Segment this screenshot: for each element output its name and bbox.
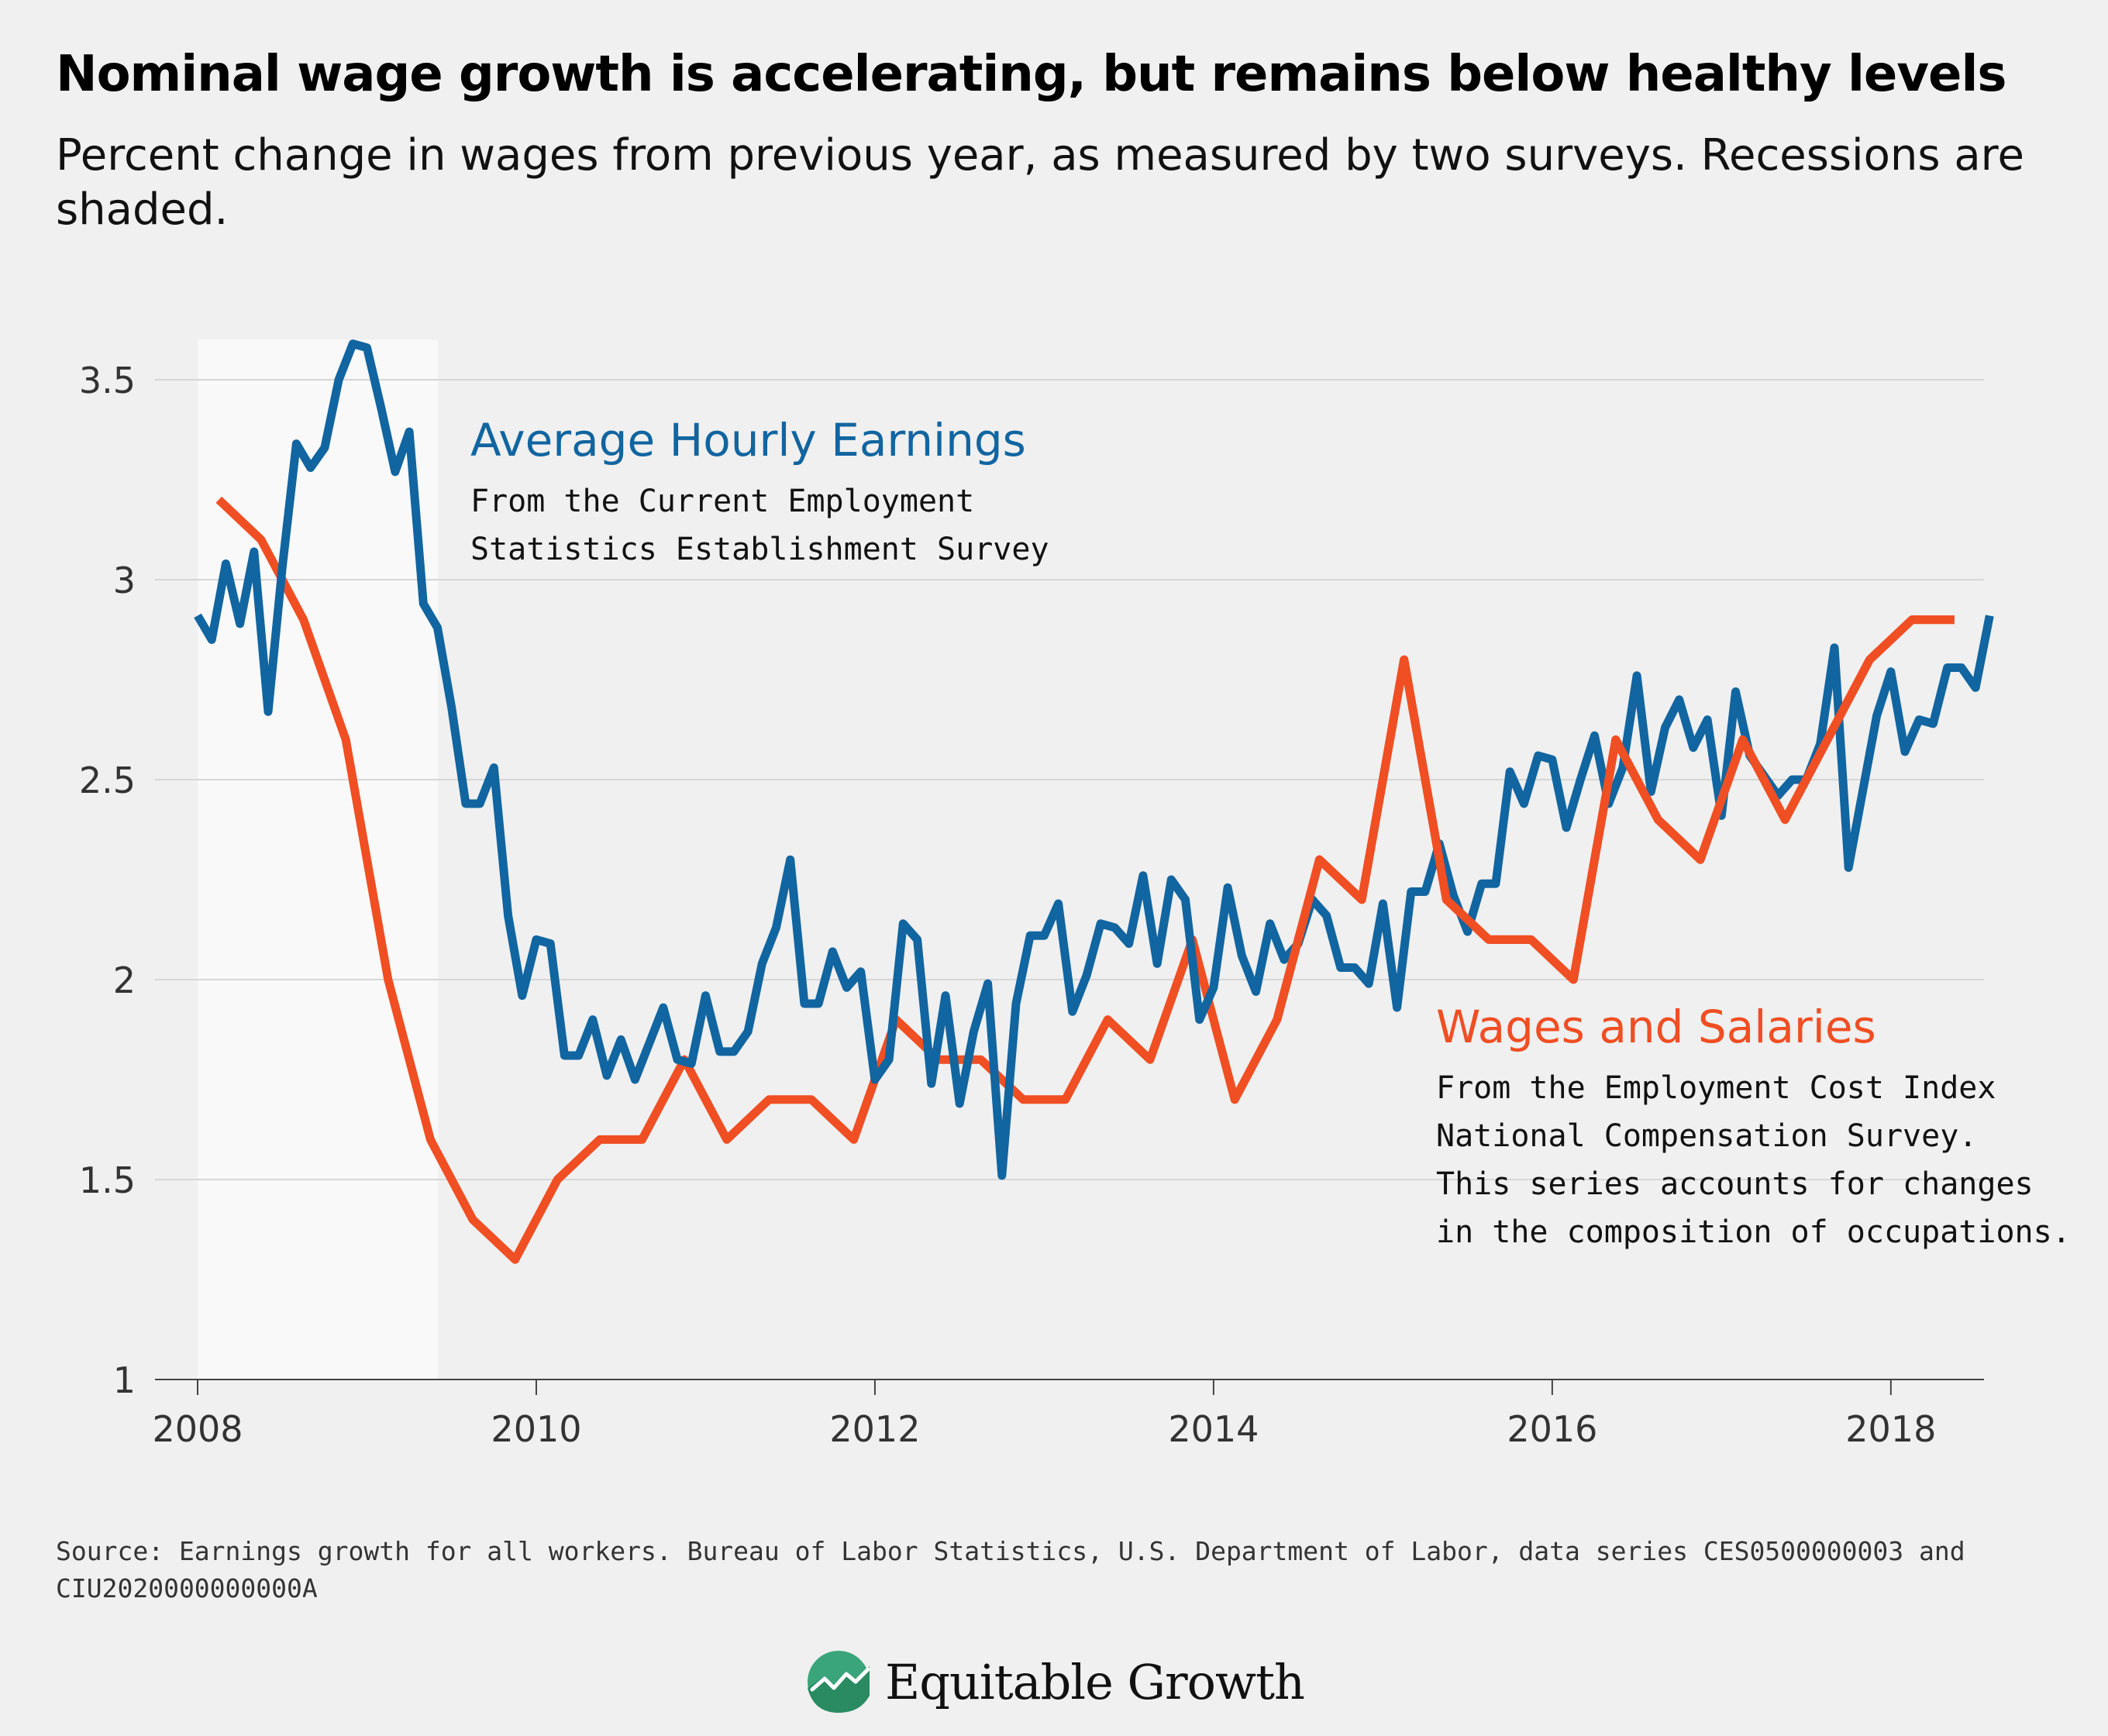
rising-trend-icon (808, 1651, 870, 1713)
recession-band (198, 339, 439, 1380)
chart-subtitle: Percent change in wages from previous ye… (56, 130, 2024, 235)
y-tick-label: 2.5 (79, 760, 136, 801)
x-tick-label: 2008 (152, 1408, 243, 1450)
series-line-average-hourly-earnings (194, 339, 1994, 1180)
y-tick-label: 1.5 (79, 1159, 136, 1201)
x-tick-label: 2016 (1507, 1408, 1597, 1450)
wages-series-note: in the composition of occupations. (1436, 1214, 2071, 1250)
source-note: Source: Earnings growth for all workers.… (56, 1536, 1965, 1603)
x-tick-label: 2010 (491, 1408, 581, 1450)
wages-series-note: From the Employment Cost Index (1436, 1070, 1996, 1106)
wages-series-note: National Compensation Survey. (1436, 1118, 1977, 1154)
x-tick-label: 2014 (1168, 1408, 1259, 1450)
logo-text: Equitable Growth (885, 1653, 1305, 1710)
wages-series-note: This series accounts for changes (1436, 1166, 2034, 1202)
line-chart: 1 1.5 2 2.5 3 3.5 2008 2010 2012 2014 2016 2018 Av… (79, 339, 2071, 1450)
wages-series-label: Wages and Salaries (1436, 1001, 1876, 1053)
equitable-growth-logo: Equitable Growth (806, 1643, 1305, 1720)
y-tick-label: 2 (113, 959, 136, 1001)
ahe-series-note: Statistics Establishment Survey (470, 532, 1049, 567)
series-line-wages-and-salaries-overlay (1273, 615, 1955, 1021)
ahe-series-label: Average Hourly Earnings (470, 414, 1026, 467)
x-tick-label: 2018 (1845, 1408, 1936, 1450)
y-tick-label: 3.5 (79, 360, 136, 401)
y-tick-label: 3 (113, 560, 136, 601)
ahe-series-note: From the Current Employment (470, 484, 974, 519)
y-tick-label: 1 (113, 1359, 136, 1401)
x-tick-label: 2012 (829, 1408, 920, 1450)
chart-title: Nominal wage growth is accelerating, but… (56, 46, 2006, 103)
